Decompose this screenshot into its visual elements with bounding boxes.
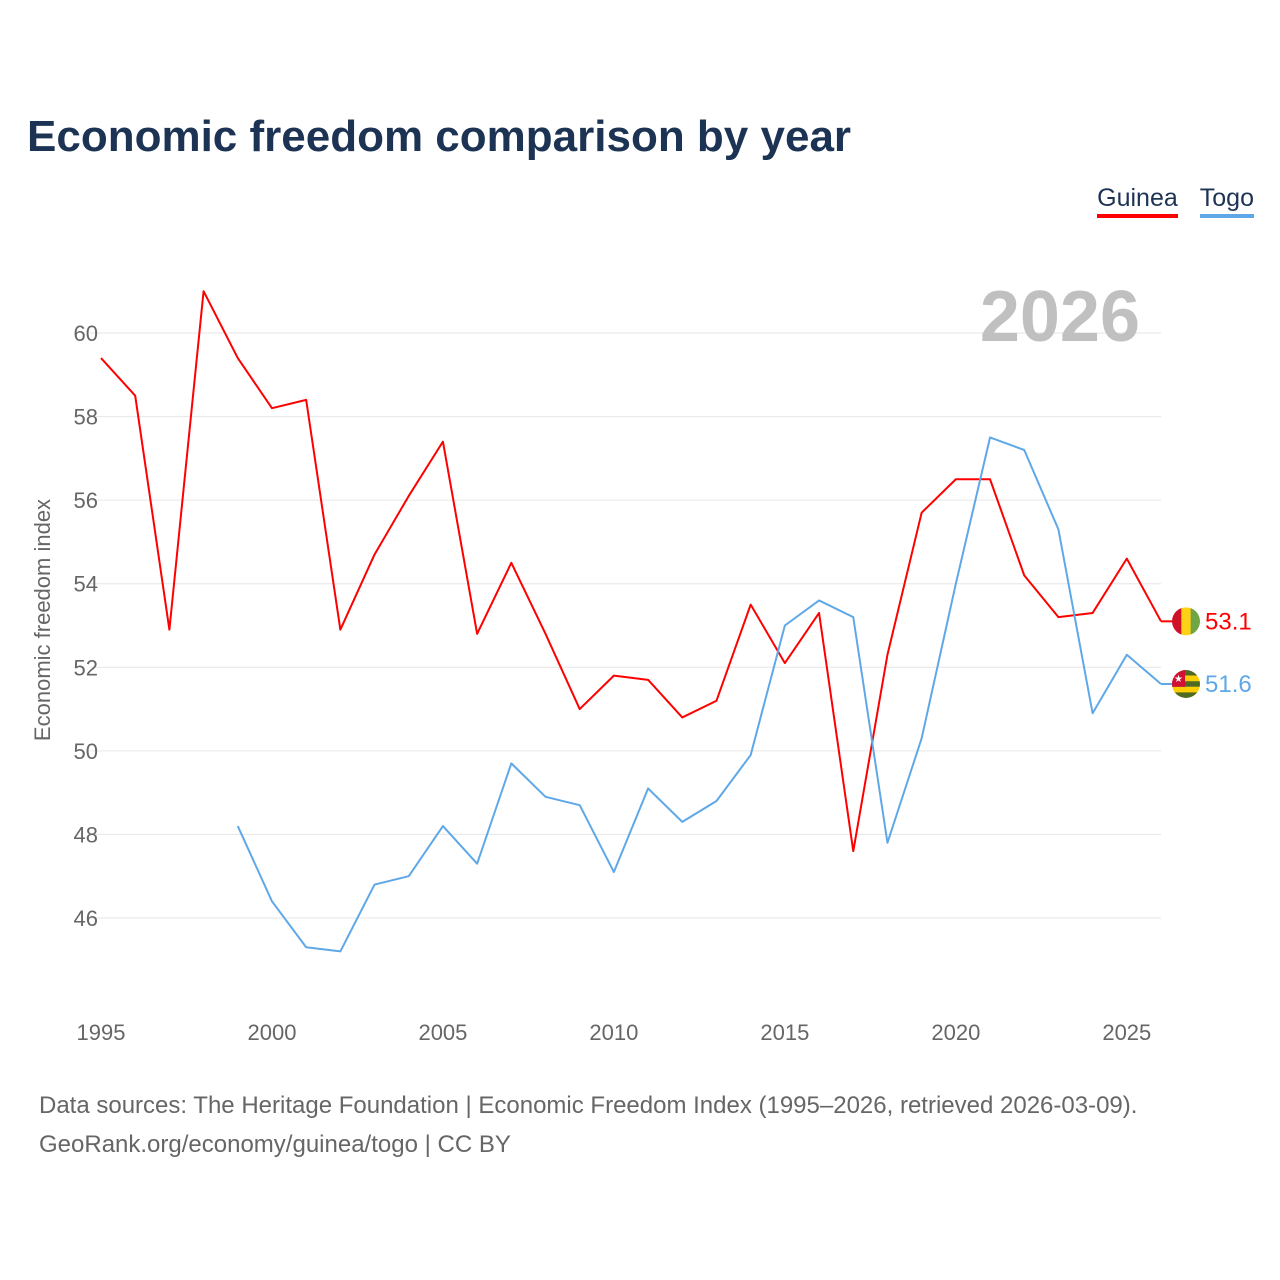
x-tick-label: 2010 bbox=[589, 1020, 638, 1045]
footer-link[interactable]: GeoRank.org/economy/guinea/togo | CC BY bbox=[39, 1131, 511, 1158]
y-tick-label: 46 bbox=[74, 906, 98, 931]
svg-text:★: ★ bbox=[1174, 674, 1183, 685]
series-line-togo bbox=[236, 436, 1162, 953]
y-tick-label: 48 bbox=[74, 822, 98, 847]
footer-sources: Data sources: The Heritage Foundation | … bbox=[39, 1092, 1138, 1119]
guinea-flag-icon bbox=[1172, 607, 1200, 636]
legend: Guinea Togo bbox=[1097, 184, 1254, 218]
y-tick-label: 58 bbox=[74, 405, 98, 430]
y-tick-label: 54 bbox=[74, 572, 98, 597]
year-watermark: 2026 bbox=[980, 277, 1140, 357]
series-line-guinea bbox=[100, 290, 1162, 853]
footer: Data sources: The Heritage Foundation | … bbox=[39, 1086, 1137, 1164]
x-tick-label: 2015 bbox=[760, 1020, 809, 1045]
legend-guinea[interactable]: Guinea bbox=[1097, 184, 1178, 218]
y-tick-label: 50 bbox=[74, 739, 98, 764]
y-tick-label: 52 bbox=[74, 655, 98, 680]
end-label-togo: 51.6 bbox=[1205, 671, 1252, 698]
x-tick-label: 2025 bbox=[1102, 1020, 1151, 1045]
x-tick-label: 2005 bbox=[418, 1020, 467, 1045]
y-tick-label: 56 bbox=[74, 488, 98, 513]
x-tick-label: 2020 bbox=[931, 1020, 980, 1045]
x-tick-label: 2000 bbox=[247, 1020, 296, 1045]
chart-title: Economic freedom comparison by year bbox=[27, 112, 852, 161]
x-tick-label: 1995 bbox=[77, 1020, 126, 1045]
legend-togo[interactable]: Togo bbox=[1199, 184, 1254, 218]
y-axis-label: Economic freedom index bbox=[30, 499, 55, 741]
y-tick-label: 60 bbox=[74, 321, 98, 346]
end-label-guinea: 53.1 bbox=[1205, 608, 1252, 635]
togo-flag-icon: ★ bbox=[1172, 670, 1200, 698]
